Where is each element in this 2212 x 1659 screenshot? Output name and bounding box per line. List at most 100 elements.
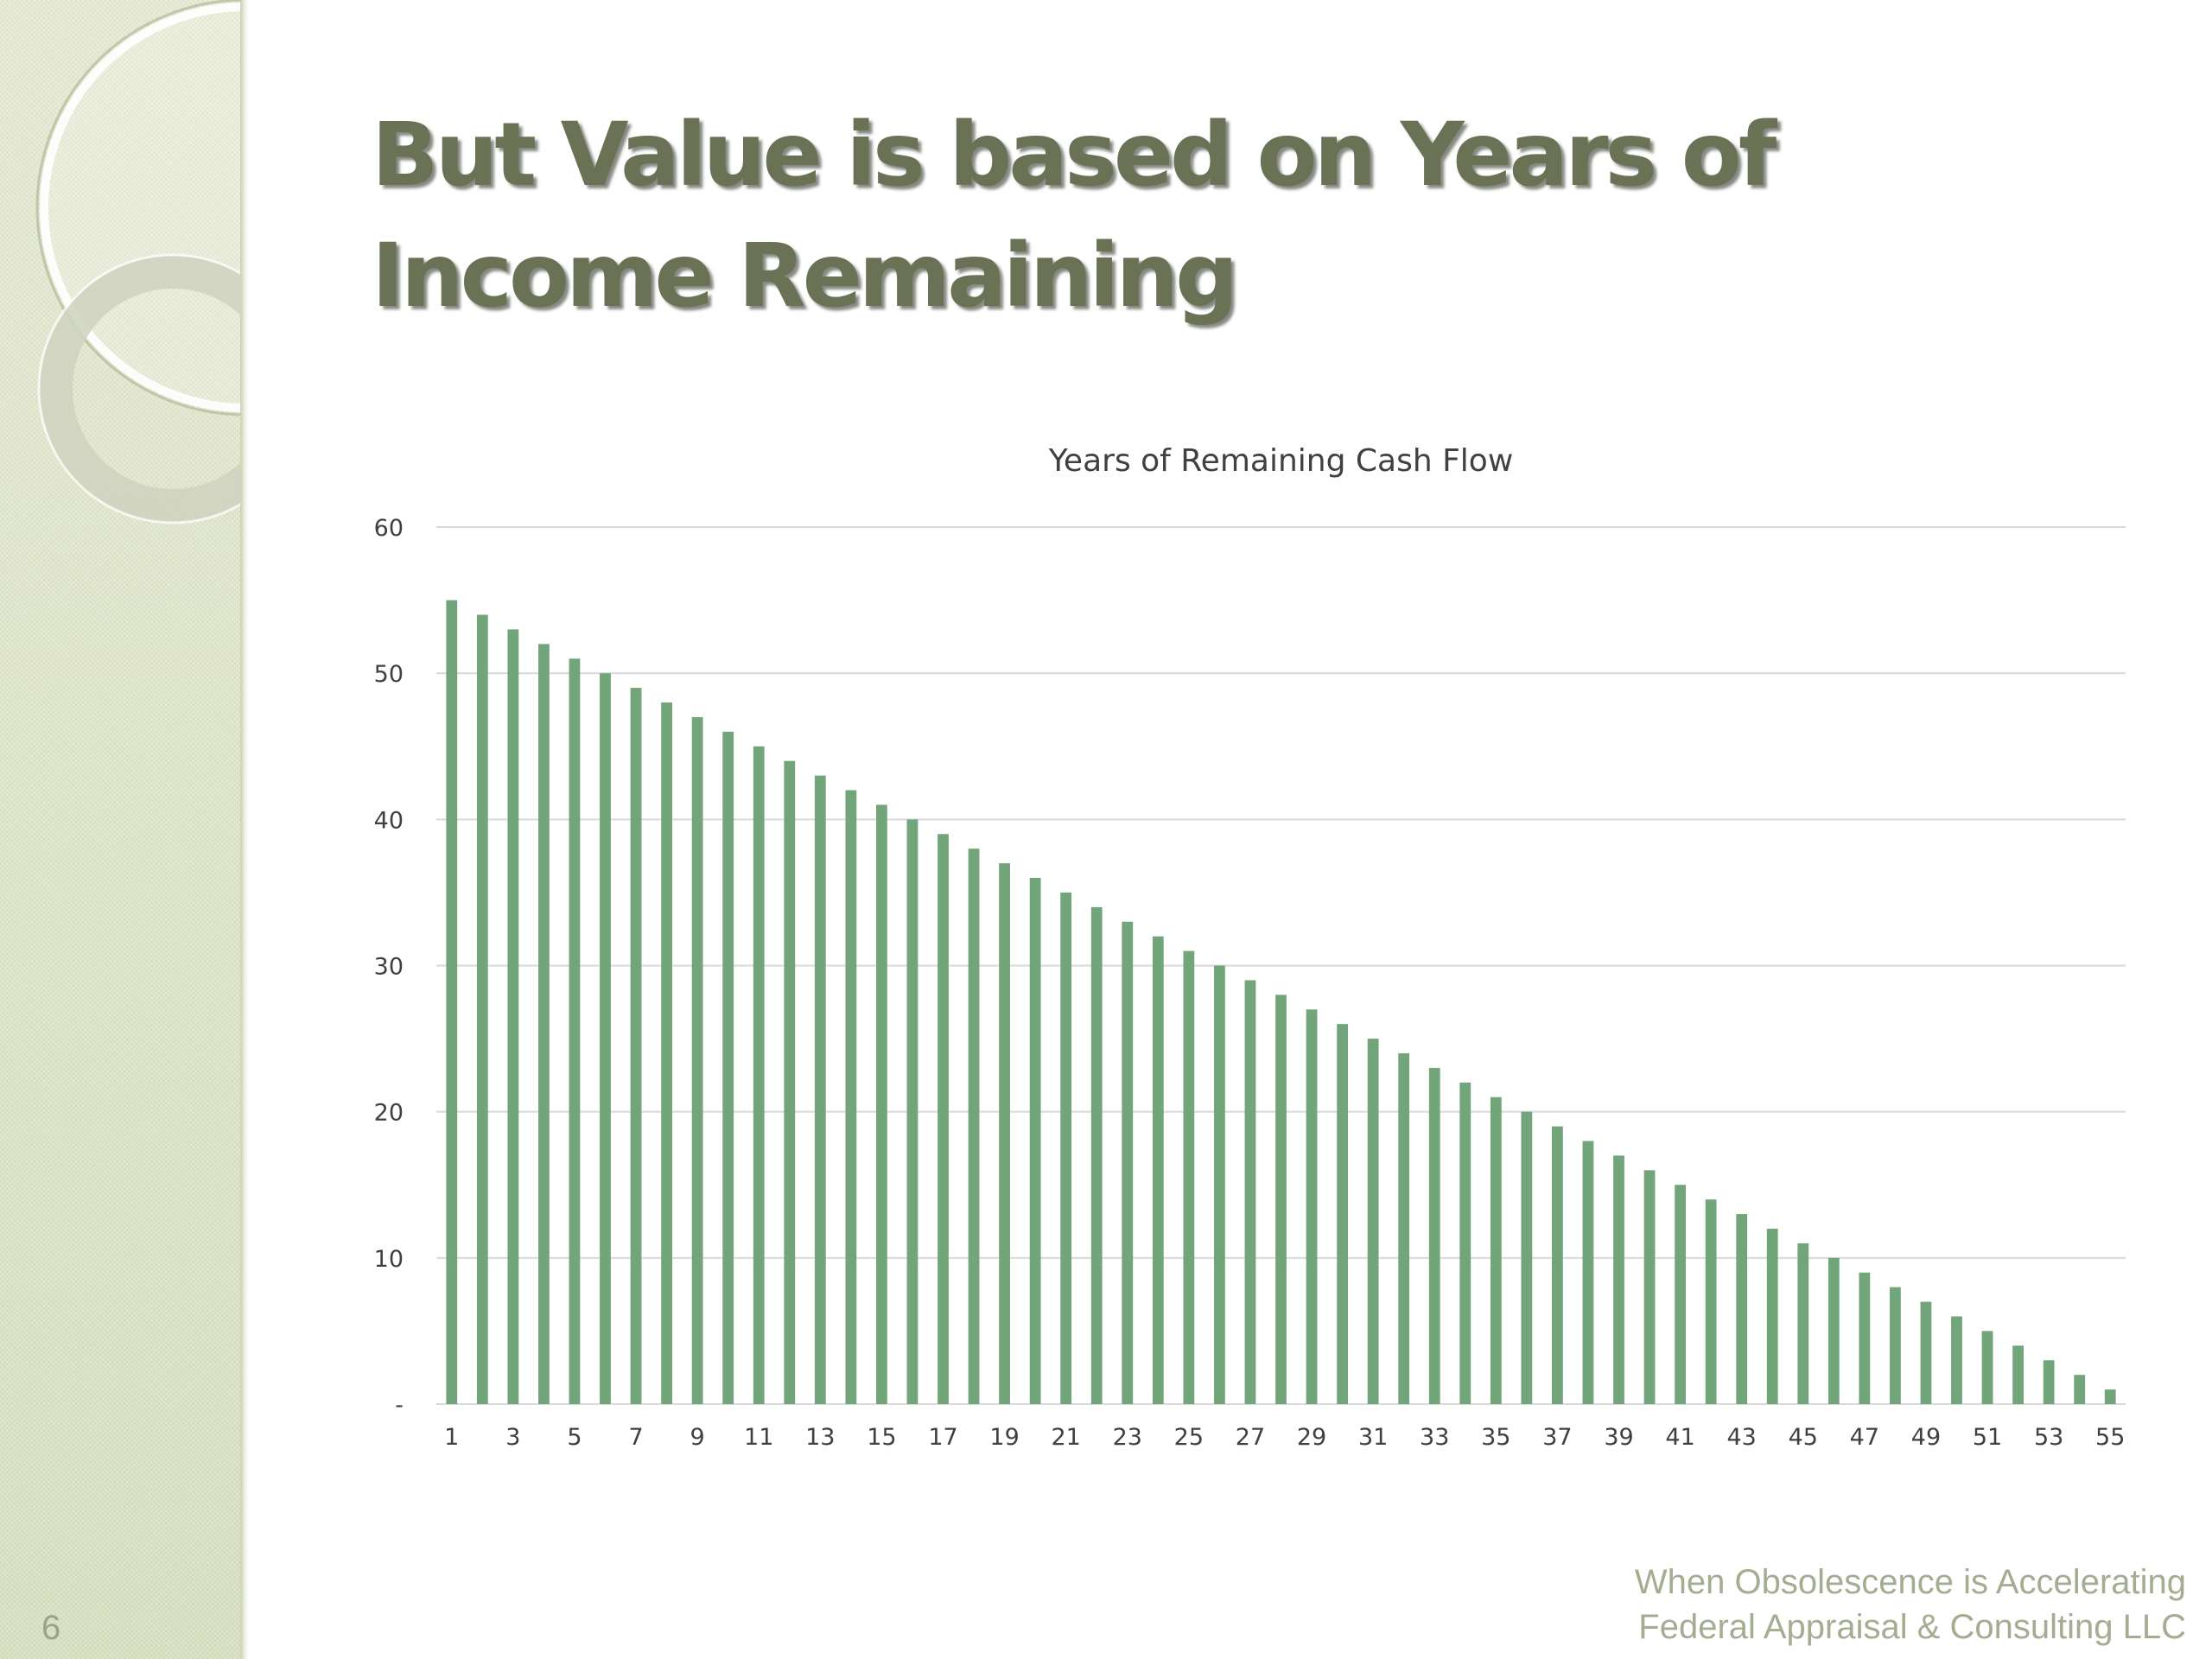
x-tick-label: 43 xyxy=(1727,1424,1757,1451)
footer-line-2: Federal Appraisal & Consulting LLC xyxy=(1638,1608,2186,1646)
bar-51 xyxy=(1981,1331,1993,1404)
bar-29 xyxy=(1306,1009,1318,1404)
bar-13 xyxy=(814,775,826,1404)
bar-43 xyxy=(1736,1214,1748,1404)
bar-28 xyxy=(1275,995,1287,1404)
y-tick-label: 50 xyxy=(374,661,404,688)
bar-5 xyxy=(569,658,581,1404)
slide-number: 6 xyxy=(41,1609,61,1647)
x-tick-label: 3 xyxy=(505,1424,520,1451)
x-tick-label: 39 xyxy=(1604,1424,1633,1451)
bar-17 xyxy=(938,834,949,1404)
y-tick-label: - xyxy=(395,1392,404,1419)
bar-42 xyxy=(1705,1199,1717,1404)
x-tick-label: 7 xyxy=(628,1424,643,1451)
bar-33 xyxy=(1428,1067,1440,1404)
bar-44 xyxy=(1766,1229,1778,1404)
decorative-rings-graphic xyxy=(35,0,245,524)
bar-30 xyxy=(1337,1024,1348,1404)
x-tick-label: 27 xyxy=(1236,1424,1265,1451)
x-tick-label: 25 xyxy=(1174,1424,1204,1451)
bar-18 xyxy=(968,849,980,1404)
x-tick-label: 35 xyxy=(1481,1424,1510,1451)
x-tick-label: 1 xyxy=(444,1424,459,1451)
bar-12 xyxy=(784,760,796,1404)
bar-39 xyxy=(1613,1155,1624,1404)
bar-3 xyxy=(507,629,519,1404)
bar-15 xyxy=(876,804,887,1404)
footer-line-1: When Obsolescence is Accelerating xyxy=(1634,1563,2186,1601)
bar-20 xyxy=(1029,878,1041,1404)
decorative-sidebar: 6 xyxy=(0,0,245,1659)
x-tick-label: 49 xyxy=(1911,1424,1941,1451)
bar-52 xyxy=(2012,1345,2024,1404)
x-tick-label: 17 xyxy=(928,1424,957,1451)
x-tick-label: 21 xyxy=(1052,1424,1081,1451)
x-tick-label: 5 xyxy=(567,1424,582,1451)
x-tick-label: 13 xyxy=(805,1424,835,1451)
bar-55 xyxy=(2104,1389,2116,1404)
y-tick-label: 30 xyxy=(374,954,404,981)
x-tick-label: 51 xyxy=(1973,1424,2002,1451)
bar-31 xyxy=(1367,1039,1379,1404)
bar-41 xyxy=(1675,1185,1686,1404)
bar-48 xyxy=(1890,1287,1901,1404)
x-tick-label: 9 xyxy=(690,1424,705,1451)
bar-10 xyxy=(722,731,734,1404)
bar-9 xyxy=(691,716,703,1404)
x-tick-label: 37 xyxy=(1542,1424,1572,1451)
bar-38 xyxy=(1582,1141,1594,1404)
bar-11 xyxy=(753,746,765,1404)
bar-37 xyxy=(1552,1126,1563,1404)
x-tick-label: 55 xyxy=(2095,1424,2125,1451)
y-tick-label: 40 xyxy=(374,807,404,834)
sidebar-edge xyxy=(240,0,249,1659)
x-tick-label: 53 xyxy=(2034,1424,2063,1451)
bar-8 xyxy=(661,702,672,1404)
y-tick-label: 10 xyxy=(374,1246,404,1273)
bar-47 xyxy=(1859,1272,1871,1404)
x-tick-label: 23 xyxy=(1113,1424,1142,1451)
bar-46 xyxy=(1827,1257,1840,1404)
x-tick-label: 33 xyxy=(1420,1424,1449,1451)
bar-14 xyxy=(845,790,857,1404)
y-tick-label: 20 xyxy=(374,1100,404,1127)
bar-4 xyxy=(538,644,550,1404)
x-tick-label: 41 xyxy=(1665,1424,1694,1451)
bar-chart: Years of Remaining Cash Flow - 10 20 30 40 50 6… xyxy=(346,432,2160,1503)
bar-21 xyxy=(1060,892,1072,1404)
x-tick-label: 11 xyxy=(744,1424,773,1451)
x-tick-label: 31 xyxy=(1358,1424,1388,1451)
bar-2 xyxy=(476,614,488,1404)
bar-49 xyxy=(1920,1301,1932,1404)
bar-53 xyxy=(2043,1360,2055,1404)
bar-19 xyxy=(999,863,1010,1404)
x-tick-label: 29 xyxy=(1297,1424,1326,1451)
chart-title: Years of Remaining Cash Flow xyxy=(1048,443,1514,479)
footer: When Obsolescence is Accelerating Federa… xyxy=(1635,1560,2186,1649)
bar-6 xyxy=(600,673,611,1404)
bar-24 xyxy=(1152,936,1164,1404)
bar-25 xyxy=(1183,950,1195,1404)
bar-32 xyxy=(1398,1053,1410,1404)
bar-16 xyxy=(906,819,918,1404)
bar-26 xyxy=(1214,965,1225,1404)
bar-45 xyxy=(1797,1243,1809,1404)
x-tick-label: 47 xyxy=(1850,1424,1879,1451)
bar-22 xyxy=(1090,906,1103,1404)
y-tick-label: 60 xyxy=(374,515,404,542)
x-tick-label: 45 xyxy=(1789,1424,1818,1451)
chart-svg: Years of Remaining Cash Flow - 10 20 30 40 50 6… xyxy=(374,443,2126,1451)
x-tick-label: 15 xyxy=(867,1424,896,1451)
bar-34 xyxy=(1459,1082,1471,1404)
bar-40 xyxy=(1643,1170,1656,1404)
bar-1 xyxy=(446,600,458,1404)
bar-50 xyxy=(1951,1316,1962,1404)
bar-36 xyxy=(1521,1111,1533,1404)
slide-title: But Value is based on Years of Income Re… xyxy=(372,104,1777,327)
bar-27 xyxy=(1244,980,1256,1404)
bar-23 xyxy=(1122,921,1134,1404)
bar-35 xyxy=(1490,1096,1502,1404)
bar-7 xyxy=(630,688,642,1404)
x-tick-label: 19 xyxy=(989,1424,1019,1451)
